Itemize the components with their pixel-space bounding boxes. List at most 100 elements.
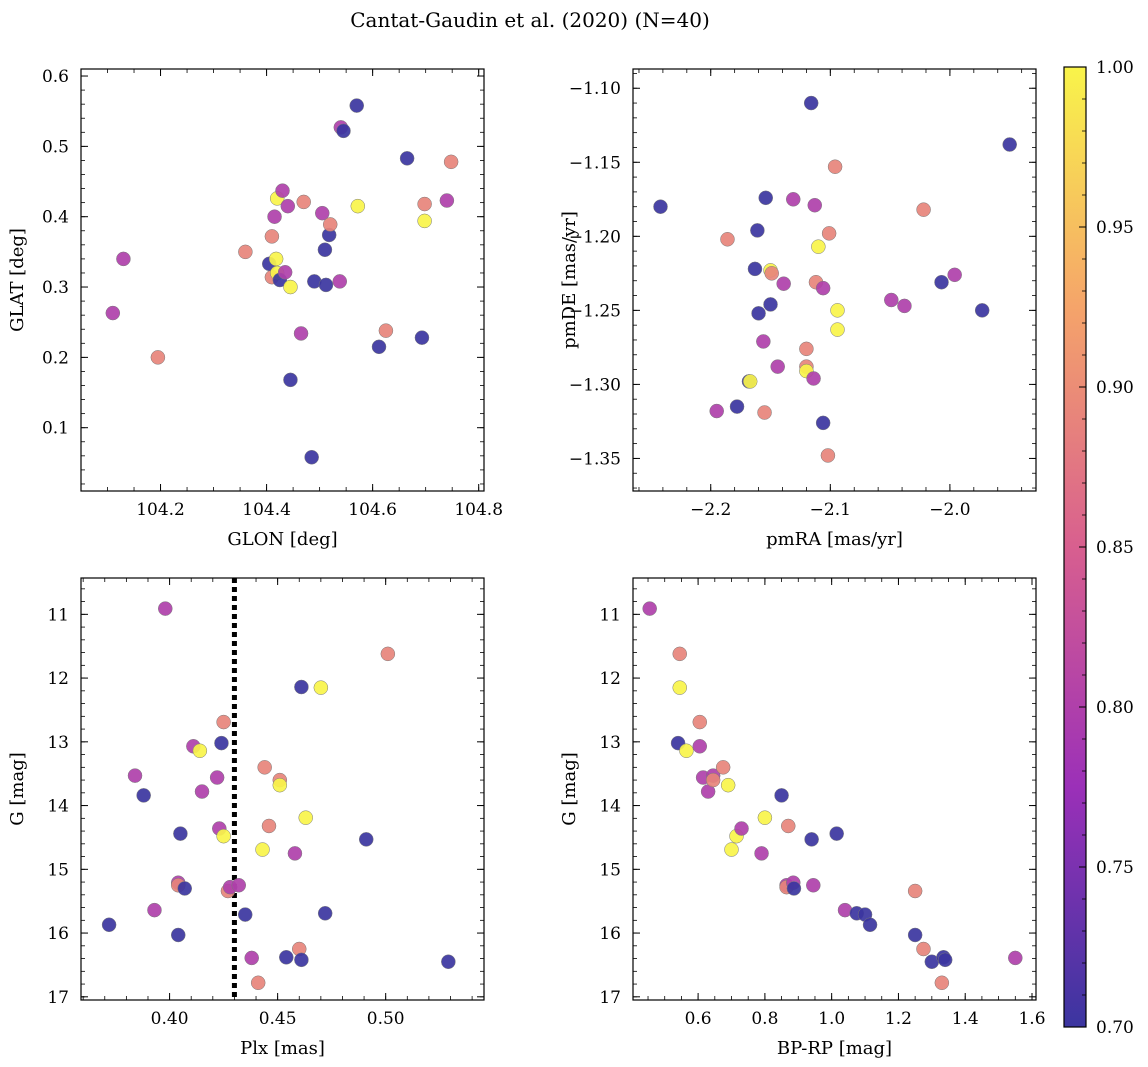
scatter-point — [757, 810, 773, 825]
panel-glon-glat: 104.2 104.4 104.6 104.8 0.1 0.2 0.3 0.4 0.5 0.6 GL… — [7, 67, 503, 550]
scatter-point — [729, 399, 745, 414]
scatter-point — [317, 242, 333, 258]
y-tick-label: 16 — [599, 924, 621, 944]
scatter-point — [177, 881, 192, 896]
scatter-point — [194, 784, 210, 799]
scatter-point — [127, 768, 143, 783]
scatter-point — [803, 95, 819, 111]
scatter-point — [116, 251, 131, 267]
scatter-point — [380, 646, 396, 662]
scatter-point — [417, 196, 432, 212]
x-tick-label: 0.40 — [151, 1009, 189, 1029]
scatter-point — [785, 192, 801, 207]
scatter-point — [268, 251, 284, 267]
ticks — [633, 578, 1036, 1000]
y-tick-label: −1.30 — [569, 375, 621, 395]
scatter-point — [720, 232, 735, 247]
scatter-point — [231, 878, 246, 893]
scatter-point — [907, 927, 923, 943]
scatter-point — [264, 229, 280, 244]
scatter-point — [862, 917, 878, 933]
scatter-point — [417, 213, 432, 229]
x-tick-label: −2.2 — [690, 500, 731, 520]
x-tick-label: 1.0 — [818, 1009, 845, 1029]
scatter-point — [709, 403, 724, 419]
y-tick-label: 0.2 — [42, 348, 69, 368]
axes-frame — [80, 577, 485, 1001]
scatter-point — [811, 239, 826, 254]
colorbar: 0.70 0.75 0.80 0.85 0.90 0.95 1.00 — [1063, 58, 1134, 1038]
y-tick-label: 15 — [47, 860, 69, 880]
y-tick-label: 0.4 — [42, 208, 69, 228]
scatter-point — [313, 680, 329, 695]
scatter-point — [216, 828, 231, 844]
scatter-point — [934, 274, 949, 290]
scatter-point — [158, 601, 173, 616]
scatter-point — [298, 810, 313, 825]
x-tick-label: −2.1 — [810, 500, 851, 520]
scatter-point — [244, 950, 259, 966]
colorbar-tick-label: 1.00 — [1096, 58, 1134, 78]
scatter-point — [815, 280, 831, 296]
scatter-point — [332, 274, 348, 289]
scatter-point — [371, 339, 387, 355]
scatter-point — [378, 323, 394, 338]
scatter-point — [283, 372, 298, 388]
x-tick-label: 0.45 — [259, 1009, 297, 1029]
scatter-point — [173, 826, 188, 841]
x-tick-label: 104.2 — [136, 500, 185, 520]
scatter-point — [209, 770, 225, 785]
panel-bprp-g: 0.6 0.8 1.0 1.2 1.4 1.6 11 12 13 14 15 16 17 BP-RP [m… — [559, 577, 1046, 1059]
x-tick-label: 104.8 — [454, 500, 503, 520]
scatter-point — [747, 261, 763, 277]
colorbar-tick-label: 0.80 — [1096, 698, 1134, 718]
scatter-point — [267, 209, 282, 224]
y-tick-label: −1.35 — [569, 449, 621, 469]
scatter-point — [272, 777, 288, 793]
x-tick-label: 0.6 — [685, 1009, 712, 1029]
scatter-point — [947, 267, 962, 283]
scatter-point — [770, 359, 785, 374]
y-tick-label: −1.20 — [569, 227, 621, 247]
scatter-point — [827, 159, 843, 174]
ticks — [80, 69, 484, 491]
x-tick-label: 1.4 — [952, 1009, 979, 1029]
scatter-point — [350, 198, 366, 214]
scatter-point — [757, 405, 772, 420]
scatter-point — [315, 205, 330, 221]
scatter-point — [1008, 950, 1023, 966]
scatter-points — [653, 95, 1017, 463]
scatter-point — [261, 818, 277, 834]
scatter-point — [150, 350, 166, 365]
scatter-point — [317, 906, 333, 921]
scatter-point — [705, 772, 721, 788]
y-tick-label: 15 — [599, 860, 621, 880]
x-axis-label: BP-RP [mag] — [777, 1038, 892, 1059]
scatter-points — [642, 601, 1023, 991]
y-tick-label: 12 — [599, 669, 621, 689]
scatter-point — [786, 881, 802, 896]
y-tick-label: −1.15 — [569, 153, 621, 173]
x-axis-label: pmRA [mas/yr] — [766, 529, 903, 550]
y-tick-label: 0.1 — [42, 419, 69, 439]
scatter-point — [751, 306, 766, 321]
scatter-point — [821, 226, 837, 241]
scatter-point — [672, 680, 687, 695]
scatter-point — [318, 277, 334, 293]
scatter-point — [734, 821, 749, 836]
scatter-point — [439, 193, 455, 208]
y-axis-label: G [mag] — [559, 752, 580, 825]
y-tick-label: 11 — [599, 605, 621, 625]
y-axis-label: GLAT [deg] — [7, 228, 28, 332]
colorbar-tick-label: 0.90 — [1096, 378, 1134, 398]
scatter-point — [441, 954, 456, 970]
scatter-points — [105, 98, 459, 465]
scatter-point — [830, 322, 845, 337]
y-axis-label: G [mag] — [7, 752, 28, 825]
axes-frame — [632, 577, 1037, 1001]
x-tick-label: 1.2 — [885, 1009, 912, 1029]
scatter-point — [214, 735, 229, 751]
figure-title: Cantat-Gaudin et al. (2020) (N=40) — [350, 8, 710, 32]
scatter-point — [293, 326, 309, 341]
